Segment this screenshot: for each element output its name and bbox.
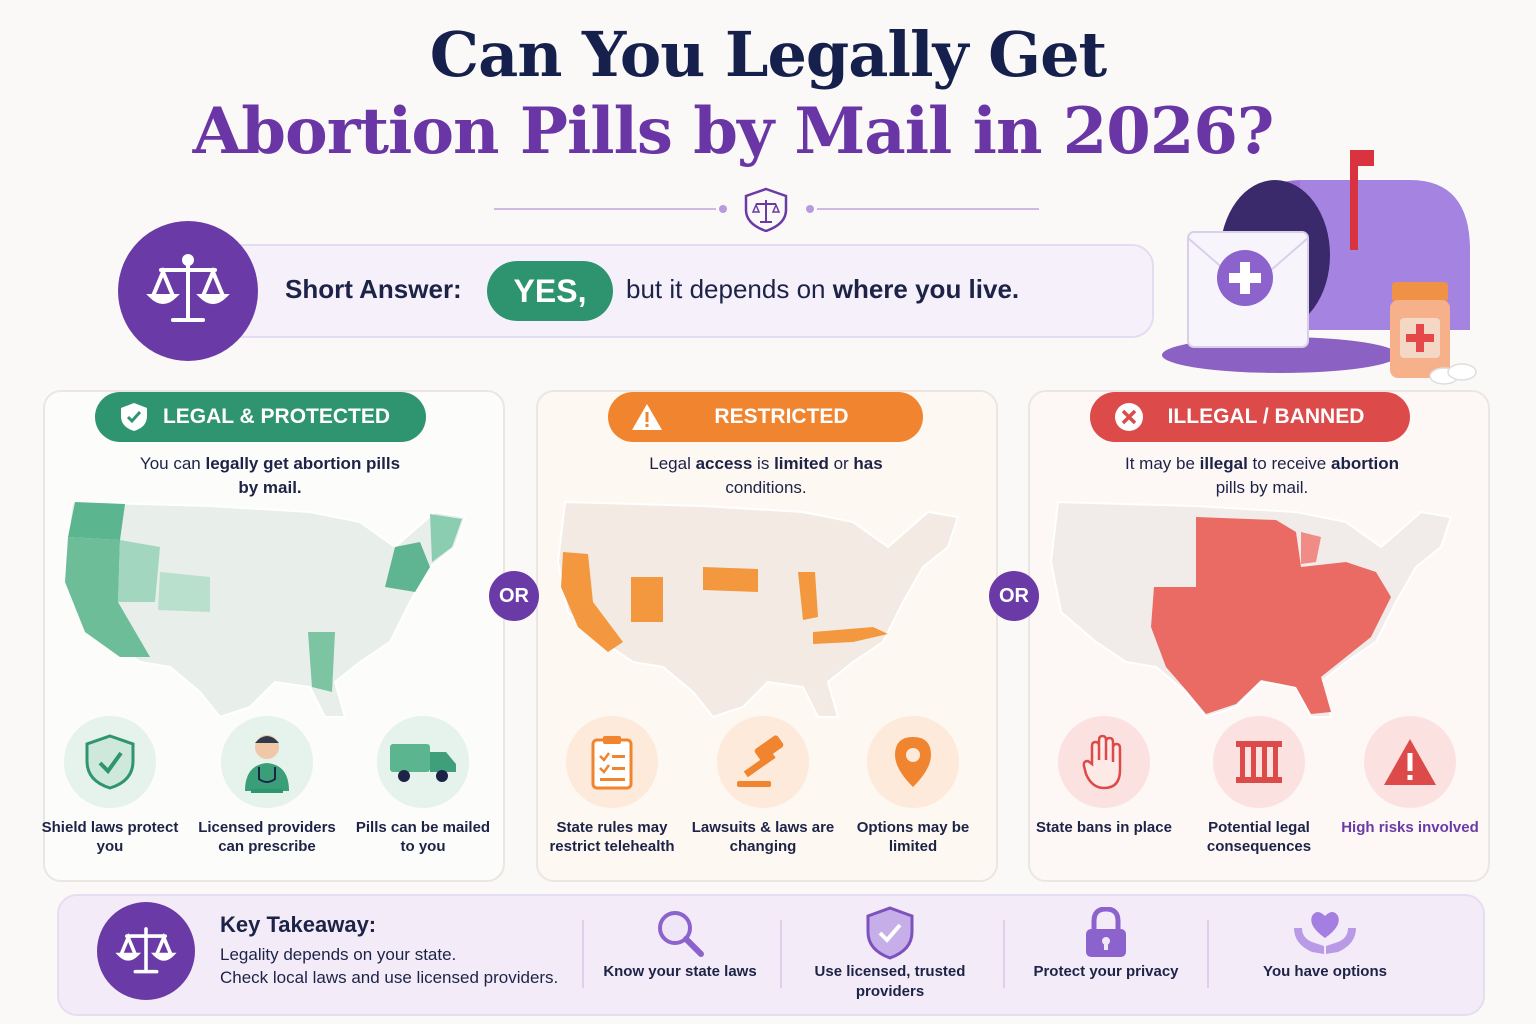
short-answer-text: but it depends on where you live. [626,274,1020,304]
illegal-states-map [1049,500,1453,719]
feature-shield-laws: Shield laws protect you [35,716,185,856]
illegal-badge: ILLEGAL / BANNED [1090,392,1410,442]
restricted-badge-label: RESTRICTED [714,405,849,428]
mailbox-illustration [1162,150,1477,385]
envelope-icon [1187,231,1309,348]
key-takeaway-title: Key Takeaway: [220,912,377,937]
truck-icon [390,744,456,782]
scales-shield-icon [744,187,788,232]
restricted-states-map [556,500,960,719]
hand-stop-icon [1082,734,1122,790]
feature-lawsuits: Lawsuits & laws are changing [688,716,838,856]
location-pin-icon [895,737,931,787]
restricted-description: Legal access is limited or has condition… [649,454,883,497]
feature-legal-consequences: Potential legal consequences [1184,716,1334,856]
legal-badge-label: LEGAL & PROTECTED [162,405,391,428]
short-answer-bar [168,244,1154,338]
x-circle-icon [1106,402,1152,432]
scales-badge [118,221,258,361]
feature-state-bans: State bans in place [1029,716,1179,837]
key-item-licensed-providers: Use licensed, trusted providers [800,904,980,1002]
title-divider [494,187,1039,232]
jail-bars-icon [1236,741,1282,783]
key-item-protect-privacy: Protect your privacy [1016,904,1196,982]
shield-check-icon [866,906,914,960]
key-item-options: You have options [1235,904,1415,982]
gavel-icon [737,735,784,787]
lock-icon [1086,907,1126,957]
yes-pill: YES, [487,261,613,321]
key-item-know-laws: Know your state laws [590,904,770,982]
separator [582,920,584,988]
separator [1003,920,1005,988]
or-divider-2: OR [989,571,1039,621]
warning-triangle-icon [1384,739,1436,785]
doctor-icon [245,735,289,793]
scales-icon [146,254,230,322]
shield-check-icon [111,402,157,432]
separator [780,920,782,988]
clipboard-icon [591,736,633,790]
shield-icon [85,734,135,790]
warning-icon [624,403,670,431]
page-title-line2: Abortion Pills by Mail in 2026? [192,94,1275,169]
feature-high-risks: High risks involved [1335,716,1485,837]
separator [1207,920,1209,988]
illegal-description: It may be illegal to receive abortion pi… [1125,454,1399,497]
legal-badge: LEGAL & PROTECTED [95,392,426,442]
feature-options-limited: Options may be limited [838,716,988,856]
legal-states-map [63,500,467,719]
magnifier-icon [658,911,704,957]
feature-licensed-providers: Licensed providers can prescribe [192,716,342,856]
feature-state-rules: State rules may restrict telehealth [537,716,687,856]
short-answer-label: Short Answer: [285,274,462,304]
page-title-line1: Can You Legally Get [429,18,1107,91]
illegal-badge-label: ILLEGAL / BANNED [1167,405,1365,428]
key-takeaway-bar [57,894,1485,1016]
or-divider-1: OR [489,571,539,621]
pill-bottle-icon [1390,282,1450,378]
key-scales-badge [97,902,195,1000]
legal-description: You can legally get abortion pills by ma… [139,454,401,497]
key-takeaway-line1: Legality depends on your state. [220,945,457,964]
restricted-badge: RESTRICTED [608,392,923,442]
scales-icon [115,927,177,974]
key-takeaway-line2: Check local laws and use licensed provid… [220,968,559,987]
heart-hands-icon [1294,912,1356,954]
feature-pills-mailed: Pills can be mailed to you [348,716,498,856]
